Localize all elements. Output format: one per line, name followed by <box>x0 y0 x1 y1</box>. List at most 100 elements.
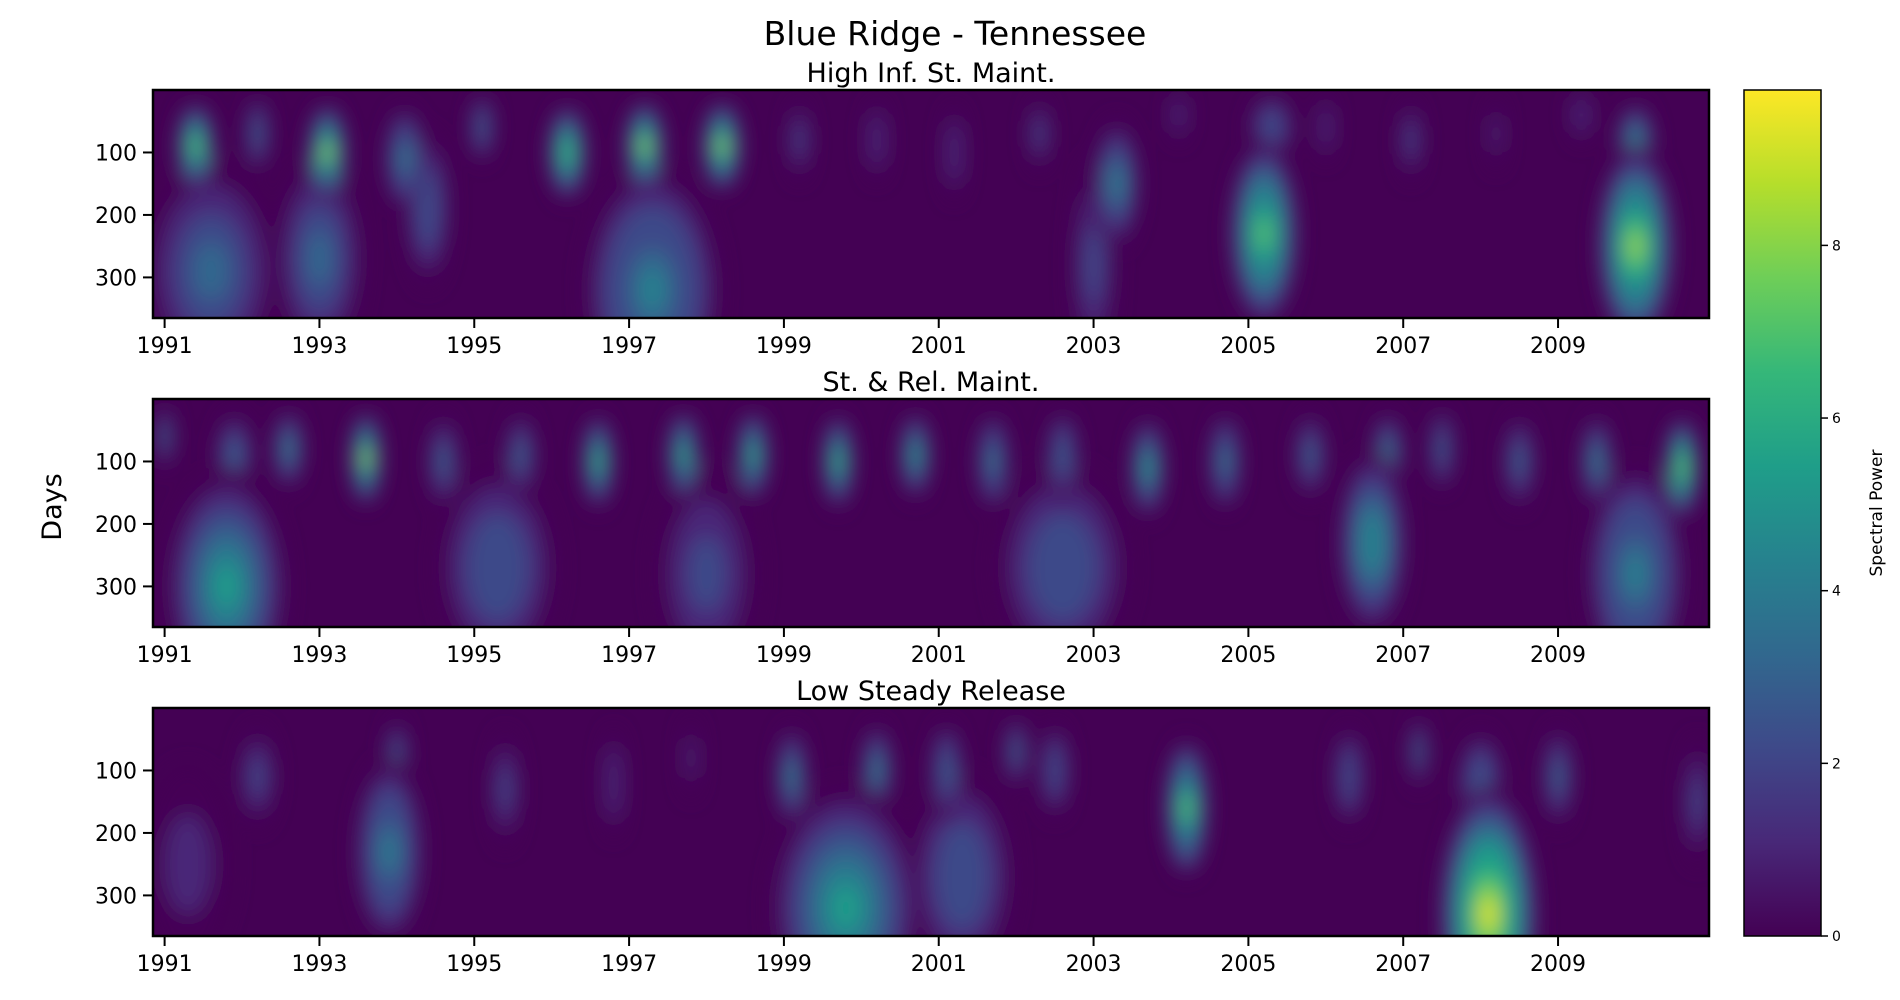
heatmap-blob <box>1182 800 1191 816</box>
heatmap-panel: Low Steady Release 100 200 300 1991 1993 1995 1… <box>95 676 1711 977</box>
heatmap-background <box>153 90 1709 318</box>
heatmap-blob <box>216 566 237 607</box>
y-tick-label: 200 <box>95 822 137 847</box>
x-tick-label: 1995 <box>446 952 502 977</box>
x-tick-label: 1991 <box>137 334 193 359</box>
heatmap-blob <box>942 760 951 781</box>
heatmap-blob <box>594 454 603 469</box>
y-tick-label: 300 <box>95 575 137 600</box>
figure-title: Blue Ridge - Tennessee <box>764 14 1147 53</box>
heatmap-blob <box>1692 779 1703 825</box>
x-tick-label: 2003 <box>1066 952 1122 977</box>
heatmap-blob <box>1143 458 1152 477</box>
heatmap-blob <box>439 448 448 474</box>
x-tick-label: 2001 <box>911 643 967 668</box>
x-tick-label: 1997 <box>601 952 657 977</box>
heatmap-blob <box>323 147 332 158</box>
heatmap-blob <box>1012 741 1021 762</box>
heatmap-blob <box>482 540 513 595</box>
x-tick-label: 1991 <box>137 952 193 977</box>
x-tick-label: 2009 <box>1530 643 1586 668</box>
heatmap-blob <box>1221 453 1230 470</box>
heatmap-blob <box>361 453 370 464</box>
y-tick-label: 300 <box>95 884 137 909</box>
heatmap-blob <box>563 146 572 159</box>
heatmap-blob <box>160 427 169 446</box>
heatmap-cells <box>153 90 1675 318</box>
heatmap-panels: High Inf. St. Maint. 100 200 300 1991 1993 199… <box>95 58 1711 977</box>
heatmap-blob <box>284 440 293 458</box>
heatmap-blob <box>253 125 262 142</box>
heatmap-blob <box>1112 170 1122 198</box>
heatmap-panel: St. & Rel. Maint. 100 200 300 1991 1993 1995 19… <box>95 367 1711 668</box>
colorbar-tick-label: 4 <box>1832 584 1841 600</box>
heatmap-blob <box>478 120 487 135</box>
y-tick-label: 300 <box>95 266 137 291</box>
heatmap-blob <box>383 835 395 868</box>
y-tick-label: 100 <box>95 759 137 784</box>
x-tick-label: 2007 <box>1375 643 1431 668</box>
panel-frame <box>151 88 1711 320</box>
colorbar-gradient <box>1743 89 1822 937</box>
heatmap-blob <box>1554 763 1563 791</box>
heatmap-blob <box>1306 443 1315 467</box>
heatmap-blob <box>679 449 688 462</box>
colorbar-tick-label: 0 <box>1832 929 1841 945</box>
heatmap-blob <box>1085 227 1102 303</box>
x-tick-label: 1997 <box>601 643 657 668</box>
x-tick-label: 2003 <box>1066 334 1122 359</box>
x-tick-label: 2001 <box>911 952 967 977</box>
heatmap-blob <box>422 188 434 229</box>
x-tick-label: 2005 <box>1220 643 1276 668</box>
heatmap-blob <box>717 141 726 151</box>
heatmap-blob <box>1677 461 1686 474</box>
heatmap-blob <box>1259 223 1268 245</box>
heatmap-blob <box>688 536 725 612</box>
y-tick-label: 100 <box>95 450 137 475</box>
colorbar-tick-label: 2 <box>1832 756 1841 772</box>
panel-title: Low Steady Release <box>796 676 1066 707</box>
heatmap-blob <box>1627 555 1644 593</box>
heatmap-blob <box>1437 440 1446 458</box>
x-tick-label: 1995 <box>446 334 502 359</box>
heatmap-blob <box>307 231 332 286</box>
heatmap-blob <box>516 443 525 467</box>
heatmap-blob <box>834 454 843 469</box>
x-tick-label: 1991 <box>137 643 193 668</box>
heatmap-blob <box>1265 118 1278 137</box>
x-tick-label: 2001 <box>911 334 967 359</box>
panel-title: High Inf. St. Maint. <box>807 58 1056 89</box>
x-tick-label: 2005 <box>1220 334 1276 359</box>
heatmap-blob <box>500 769 511 810</box>
heatmap-blob <box>229 443 240 467</box>
heatmap-blob <box>400 149 409 168</box>
heatmap-blob <box>1631 236 1640 257</box>
heatmap-blob <box>832 886 859 929</box>
heatmap-cells <box>153 712 1709 936</box>
heatmap-blob <box>948 849 976 904</box>
heatmap-blob <box>872 760 881 781</box>
heatmap-blob <box>1366 526 1379 559</box>
heatmap-blob <box>872 125 881 155</box>
x-tick-label: 1999 <box>756 643 812 668</box>
x-tick-label: 2007 <box>1375 952 1431 977</box>
colorbar-label: Spectral Power <box>1867 450 1887 577</box>
colorbar-tick-label: 8 <box>1832 238 1841 254</box>
heatmap-blob <box>787 766 796 788</box>
x-tick-label: 2003 <box>1066 643 1122 668</box>
heatmap-panel: High Inf. St. Maint. 100 200 300 1991 1993 199… <box>95 58 1711 359</box>
heatmap-blob <box>1058 445 1067 465</box>
shared-y-axis-label: Days <box>37 473 68 540</box>
heatmap-blob <box>1321 115 1330 140</box>
heatmap-blob <box>1577 105 1586 125</box>
colorbar: 0 2 4 6 8 Spectral Power <box>1743 89 1887 945</box>
heatmap-blob <box>1491 113 1501 154</box>
y-tick-label: 100 <box>95 141 137 166</box>
heatmap-blob <box>251 758 264 795</box>
panel-frame <box>151 706 1711 938</box>
heatmap-blob <box>1045 540 1081 595</box>
x-tick-label: 1993 <box>291 334 347 359</box>
y-tick-label: 200 <box>95 204 137 229</box>
heatmap-blob <box>1414 741 1423 762</box>
